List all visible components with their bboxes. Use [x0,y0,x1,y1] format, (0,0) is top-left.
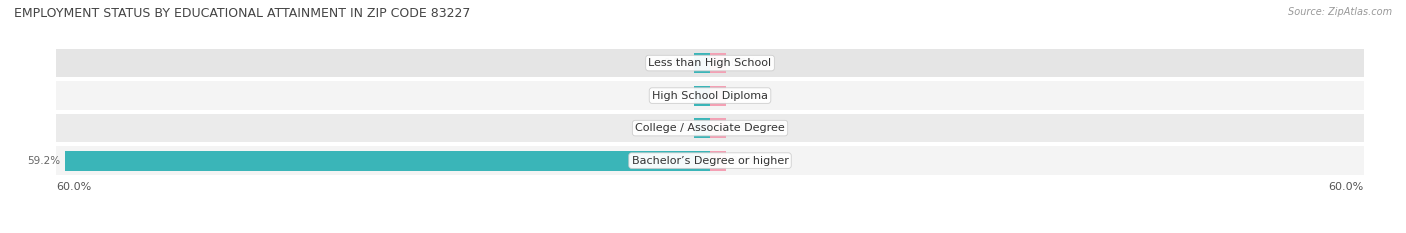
Text: 0.0%: 0.0% [664,123,689,133]
Bar [65,151,710,171]
Bar [56,81,1364,110]
Text: 0.0%: 0.0% [664,91,689,101]
Bar [710,86,727,106]
Text: EMPLOYMENT STATUS BY EDUCATIONAL ATTAINMENT IN ZIP CODE 83227: EMPLOYMENT STATUS BY EDUCATIONAL ATTAINM… [14,7,471,20]
Text: 59.2%: 59.2% [28,156,60,166]
Text: 60.0%: 60.0% [56,182,91,192]
Bar [56,146,1364,175]
Bar [710,118,727,138]
Text: 0.0%: 0.0% [731,58,756,68]
Text: High School Diploma: High School Diploma [652,91,768,101]
Text: College / Associate Degree: College / Associate Degree [636,123,785,133]
Text: 0.0%: 0.0% [731,156,756,166]
Text: Less than High School: Less than High School [648,58,772,68]
Bar [56,114,1364,142]
Text: 0.0%: 0.0% [731,91,756,101]
Bar [693,118,710,138]
Text: 60.0%: 60.0% [1329,182,1364,192]
Bar [693,86,710,106]
Bar [710,53,727,73]
Text: 0.0%: 0.0% [731,123,756,133]
Bar [56,49,1364,77]
Bar [693,53,710,73]
Text: 0.0%: 0.0% [664,58,689,68]
Bar [710,151,727,171]
Text: Bachelor’s Degree or higher: Bachelor’s Degree or higher [631,156,789,166]
Legend: In Labor Force, Unemployed: In Labor Force, Unemployed [605,230,815,233]
Text: Source: ZipAtlas.com: Source: ZipAtlas.com [1288,7,1392,17]
